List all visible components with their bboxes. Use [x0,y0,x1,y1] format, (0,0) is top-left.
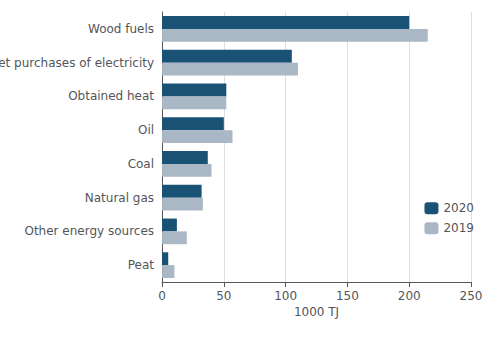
svg-text:2019: 2019 [443,221,474,235]
svg-text:Natural gas: Natural gas [85,191,154,205]
svg-text:150: 150 [336,289,359,303]
svg-text:Net purchases of electricity: Net purchases of electricity [0,56,154,70]
svg-text:Oil: Oil [138,123,154,137]
svg-text:Peat: Peat [128,258,155,272]
svg-text:1000 TJ: 1000 TJ [294,305,339,319]
svg-text:Wood fuels: Wood fuels [88,22,154,36]
svg-text:200: 200 [398,289,421,303]
svg-text:50: 50 [216,289,231,303]
svg-text:100: 100 [274,289,297,303]
svg-text:Obtained heat: Obtained heat [68,89,154,103]
svg-text:2020: 2020 [443,201,474,215]
svg-text:250: 250 [460,289,483,303]
svg-text:Other energy sources: Other energy sources [24,224,154,238]
svg-text:0: 0 [158,289,166,303]
svg-text:Coal: Coal [128,157,154,171]
